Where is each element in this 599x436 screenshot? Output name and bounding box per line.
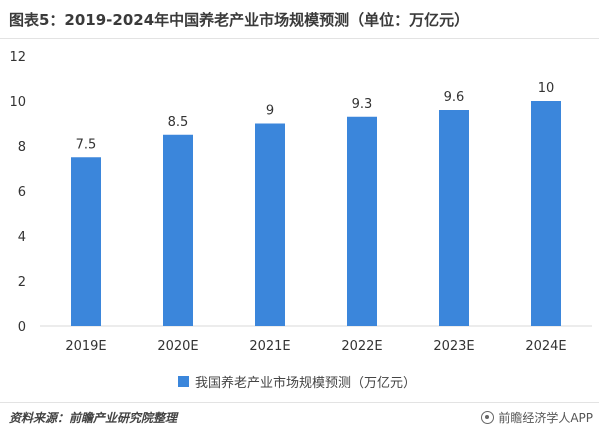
- footer-divider: [0, 402, 599, 403]
- y-tick-label: 6: [18, 185, 26, 200]
- bar: [255, 123, 285, 326]
- data-label: 9: [266, 104, 274, 119]
- data-label: 9.3: [352, 97, 373, 112]
- bar: [163, 134, 193, 326]
- data-label: 10: [538, 81, 555, 96]
- title-divider: [0, 38, 599, 39]
- data-label: 7.5: [76, 137, 97, 152]
- y-tick-label: 0: [18, 320, 26, 335]
- data-label: 8.5: [168, 115, 189, 130]
- legend-label: 我国养老产业市场规模预测（万亿元）: [195, 375, 417, 391]
- bar-chart: 0 2 4 6 8 10 12 7.5 2019E 8.5 2020E 9 2021E 9.3 2022E 9…: [9, 50, 592, 354]
- x-tick-label: 2022E: [341, 339, 382, 354]
- x-tick-label: 2019E: [65, 339, 106, 354]
- source-note: 资料来源：前瞻产业研究院整理: [9, 411, 178, 425]
- bar: [439, 110, 469, 326]
- brand-name: 前瞻经济学人APP: [498, 411, 593, 425]
- brand-logo-icon: [481, 411, 495, 424]
- x-tick-label: 2020E: [157, 339, 198, 354]
- x-tick-label: 2021E: [249, 339, 290, 354]
- bar: [347, 116, 377, 326]
- bar: [531, 101, 561, 326]
- chart-title: 图表5：2019-2024年中国养老产业市场规模预测（单位：万亿元）: [9, 11, 470, 29]
- y-tick-label: 8: [18, 140, 26, 155]
- y-tick-label: 12: [9, 50, 26, 65]
- data-label: 9.6: [444, 90, 465, 105]
- y-tick-label: 4: [18, 230, 26, 245]
- bar: [71, 157, 101, 326]
- legend: 我国养老产业市场规模预测（万亿元）: [178, 372, 417, 391]
- y-tick-label: 2: [18, 275, 26, 290]
- x-tick-label: 2023E: [433, 339, 474, 354]
- legend-swatch: [178, 375, 189, 387]
- y-tick-label: 10: [9, 95, 26, 110]
- brand-mark: 前瞻经济学人APP: [481, 409, 593, 426]
- x-tick-label: 2024E: [525, 339, 566, 354]
